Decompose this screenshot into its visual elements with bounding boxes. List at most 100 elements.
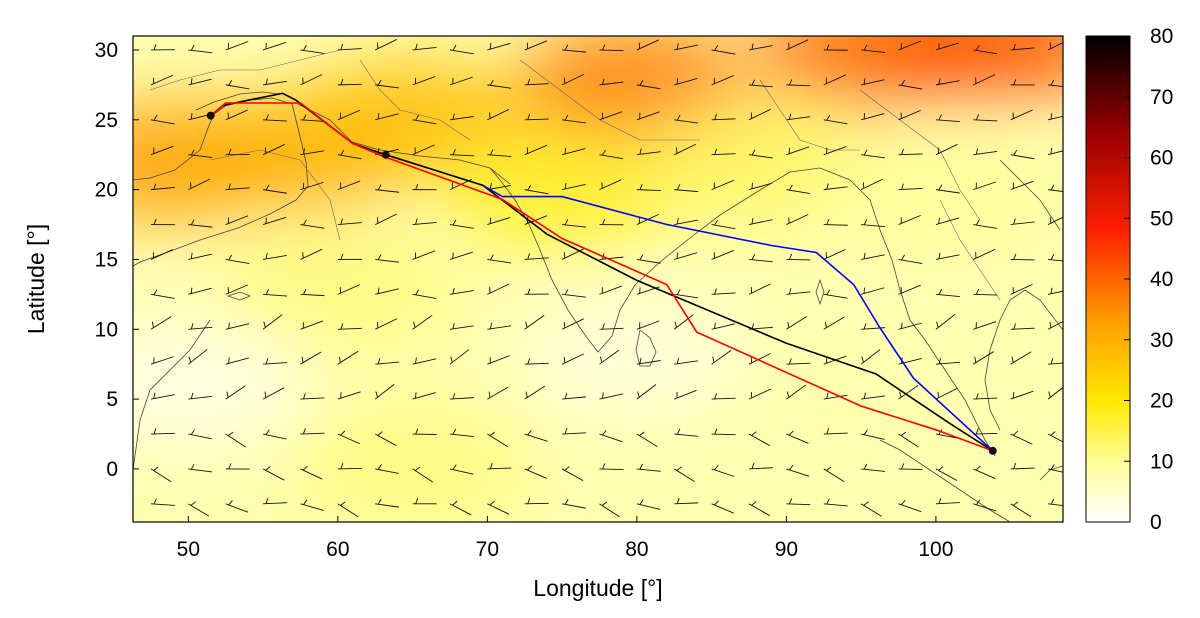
wind-barb-66 xyxy=(748,108,771,121)
wind-barb-222 xyxy=(973,321,997,330)
wind-barb-279 xyxy=(300,428,325,435)
wind-barb-272 xyxy=(973,393,998,400)
colorbar-tick-label-8: 80 xyxy=(1150,25,1173,48)
wind-barb-31 xyxy=(375,79,400,89)
wind-barb-200 xyxy=(150,316,172,330)
wind-barb-143 xyxy=(823,218,848,226)
wind-barb-285 xyxy=(524,429,548,442)
wind-barb-193 xyxy=(823,289,848,299)
wind-barb-307 xyxy=(412,466,433,483)
wind-barb-38 xyxy=(636,79,661,90)
wind-barb-163 xyxy=(636,254,661,264)
wind-barb-149 xyxy=(1047,216,1063,225)
wind-barb-347 xyxy=(973,499,997,512)
wind-barb-262 xyxy=(599,392,624,400)
wind-barb-263 xyxy=(636,384,657,400)
wind-barb-35 xyxy=(524,78,549,86)
colorbar-gradient xyxy=(1085,35,1131,523)
wind-barb-82 xyxy=(412,144,435,156)
wind-barb-53 xyxy=(263,114,288,122)
wind-barb-266 xyxy=(748,388,771,400)
wind-barb-43 xyxy=(823,74,846,86)
wind-barb-192 xyxy=(786,288,811,295)
wind-barb-167 xyxy=(786,253,811,261)
plot-area xyxy=(133,36,1063,522)
wind-barb-195 xyxy=(898,284,921,295)
wind-barb-232 xyxy=(412,357,437,365)
wind-barb-78 xyxy=(262,144,285,156)
wind-barb-145 xyxy=(898,214,921,225)
wind-barb-17 xyxy=(786,39,809,51)
wind-barb-289 xyxy=(674,428,699,437)
wind-barb-227 xyxy=(225,357,249,365)
wind-barb-329 xyxy=(300,499,324,511)
wind-barb-164 xyxy=(674,252,698,260)
wind-barb-11 xyxy=(562,44,587,53)
wind-barb-184 xyxy=(487,283,510,295)
wind-barb-260 xyxy=(524,385,546,400)
trajectory-point-1 xyxy=(381,150,390,159)
wind-barb-155 xyxy=(337,253,362,260)
wind-barb-196 xyxy=(935,289,960,297)
wind-barb-268 xyxy=(823,392,848,400)
x-tick-label-0: 50 xyxy=(177,538,200,561)
wind-barb-228 xyxy=(263,358,288,365)
wind-barb-189 xyxy=(674,289,699,299)
wind-barb-41 xyxy=(748,79,773,88)
wind-barb-316 xyxy=(748,462,774,470)
y-tick-label-1: 5 xyxy=(106,388,118,411)
wind-barb-116 xyxy=(748,182,773,191)
wind-barb-298 xyxy=(1010,430,1033,445)
trajectories xyxy=(210,92,994,452)
wind-barb-91 xyxy=(748,149,773,159)
wind-barb-23 xyxy=(1010,43,1035,51)
wind-barb-275 xyxy=(150,428,175,435)
wind-barb-37 xyxy=(599,78,624,86)
wind-barb-339 xyxy=(674,497,699,505)
wind-barb-169 xyxy=(861,252,885,260)
wind-barb-306 xyxy=(375,464,399,474)
wind-barb-223 xyxy=(1010,323,1035,330)
wind-barb-284 xyxy=(487,431,508,448)
field-hotspot-11 xyxy=(516,297,757,418)
wind-barb-343 xyxy=(823,498,848,507)
field-hotspot-9 xyxy=(815,129,1056,250)
wind-barb-341 xyxy=(748,501,771,517)
wind-barb-153 xyxy=(263,252,287,260)
wind-barb-19 xyxy=(861,44,886,53)
wind-barb-332 xyxy=(412,498,437,505)
wind-barb-322 xyxy=(973,465,996,480)
colorbar-tick-label-6: 60 xyxy=(1150,147,1173,170)
trajectory-point-2 xyxy=(988,446,997,455)
wind-barb-170 xyxy=(898,254,923,265)
wind-barb-201 xyxy=(188,323,213,330)
wind-barb-119 xyxy=(860,178,883,191)
wind-barb-97 xyxy=(973,148,998,156)
wind-barb-5 xyxy=(337,43,362,51)
y-tick-label-0: 0 xyxy=(106,458,118,481)
wind-barb-320 xyxy=(898,463,923,470)
wind-barb-290 xyxy=(711,428,736,436)
wind-barb-286 xyxy=(562,428,587,435)
wind-barb-124 xyxy=(1047,184,1063,192)
wind-barb-226 xyxy=(188,349,208,365)
wind-barb-327 xyxy=(225,500,249,513)
wind-barb-24 xyxy=(1047,42,1063,51)
wind-barb-264 xyxy=(674,389,697,400)
wind-barb-179 xyxy=(300,288,325,297)
wind-barb-68 xyxy=(823,114,848,125)
y-axis: 0 5 10 15 20 25 30 xyxy=(95,39,139,481)
wind-barb-3 xyxy=(262,41,286,51)
wind-barb-331 xyxy=(375,498,400,508)
wind-barb-252 xyxy=(225,385,246,400)
wind-barb-314 xyxy=(674,466,695,482)
y-tick-label-6: 30 xyxy=(95,39,118,62)
wind-barb-69 xyxy=(861,113,885,121)
wind-barb-207 xyxy=(412,314,433,330)
wind-barb-315 xyxy=(711,464,735,477)
wind-barb-230 xyxy=(337,350,359,365)
wind-barb-70 xyxy=(898,109,921,121)
x-axis: 50 60 70 80 90 100 xyxy=(177,516,953,561)
wind-barb-261 xyxy=(562,392,587,400)
wind-barb-294 xyxy=(861,429,885,440)
